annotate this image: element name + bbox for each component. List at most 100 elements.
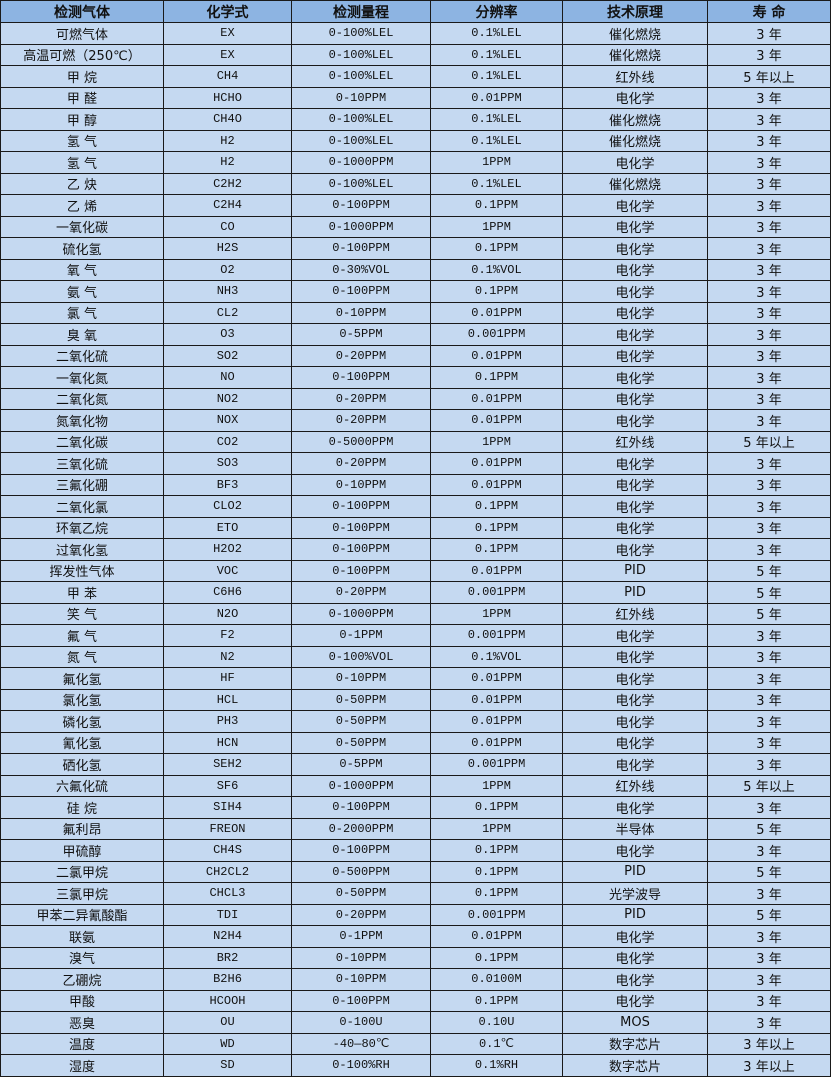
lifespan-cell: 3 年 <box>707 323 831 346</box>
principle-cell: 电化学 <box>562 258 708 281</box>
lifespan-cell: 3 年 <box>707 968 831 991</box>
lifespan-cell: 5 年 <box>707 559 831 582</box>
resolution-cell: 0.1PPM <box>430 946 563 969</box>
formula-cell: O3 <box>163 323 292 346</box>
range-cell: 0-1000PPM <box>291 774 431 797</box>
principle-cell: 电化学 <box>562 968 708 991</box>
table-row: 甲酸 HCOOH 0-100PPM 0.1PPM 电化学 3 年 <box>0 989 831 1012</box>
resolution-cell: 0.1PPM <box>430 366 563 389</box>
lifespan-cell: 3 年 <box>707 387 831 410</box>
range-cell: 0-50PPM <box>291 882 431 905</box>
range-cell: 0-5PPM <box>291 323 431 346</box>
gas-cell: 可燃气体 <box>0 22 164 45</box>
resolution-cell: 0.01PPM <box>430 710 563 733</box>
gas-cell: 甲 醇 <box>0 108 164 131</box>
resolution-cell: 0.1PPM <box>430 194 563 217</box>
range-cell: 0-10PPM <box>291 301 431 324</box>
gas-cell: 乙 烯 <box>0 194 164 217</box>
formula-cell: HCHO <box>163 86 292 109</box>
lifespan-cell: 3 年 <box>707 366 831 389</box>
range-cell: 0-1000PPM <box>291 602 431 625</box>
table-row: 乙硼烷 B2H6 0-10PPM 0.0100M 电化学 3 年 <box>0 968 831 991</box>
table-row: 氧 气 O2 0-30%VOL 0.1%VOL 电化学 3 年 <box>0 258 831 281</box>
lifespan-cell: 3 年 <box>707 473 831 496</box>
table-row: 二氧化氯 CLO2 0-100PPM 0.1PPM 电化学 3 年 <box>0 495 831 518</box>
lifespan-cell: 3 年 <box>707 215 831 238</box>
formula-cell: F2 <box>163 624 292 647</box>
principle-cell: PID <box>562 559 708 582</box>
resolution-cell: 0.1PPM <box>430 237 563 260</box>
lifespan-cell: 3 年 <box>707 839 831 862</box>
range-cell: 0-100PPM <box>291 538 431 561</box>
table-row: 可燃气体 EX 0-100%LEL 0.1%LEL 催化燃烧 3 年 <box>0 22 831 45</box>
principle-cell: PID <box>562 903 708 926</box>
range-cell: 0-20PPM <box>291 903 431 926</box>
lifespan-cell: 5 年 <box>707 903 831 926</box>
principle-cell: 电化学 <box>562 925 708 948</box>
range-cell: 0-10PPM <box>291 968 431 991</box>
resolution-cell: 0.1PPM <box>430 538 563 561</box>
principle-cell: 电化学 <box>562 731 708 754</box>
resolution-cell: 0.1℃ <box>430 1032 563 1055</box>
range-cell: 0-10PPM <box>291 946 431 969</box>
table-row: 笑 气 N2O 0-1000PPM 1PPM 红外线 5 年 <box>0 602 831 625</box>
principle-cell: 电化学 <box>562 452 708 475</box>
principle-cell: 红外线 <box>562 774 708 797</box>
formula-cell: HCL <box>163 688 292 711</box>
formula-cell: HCN <box>163 731 292 754</box>
formula-cell: H2 <box>163 129 292 152</box>
table-row: 氢 气 H2 0-100%LEL 0.1%LEL 催化燃烧 3 年 <box>0 129 831 152</box>
formula-cell: FREON <box>163 817 292 840</box>
formula-cell: VOC <box>163 559 292 582</box>
principle-cell: PID <box>562 581 708 604</box>
header-range: 检测量程 <box>291 0 431 23</box>
formula-cell: N2O <box>163 602 292 625</box>
resolution-cell: 0.01PPM <box>430 473 563 496</box>
formula-cell: C2H4 <box>163 194 292 217</box>
range-cell: 0-100%RH <box>291 1054 431 1077</box>
principle-cell: 电化学 <box>562 237 708 260</box>
resolution-cell: 0.1%LEL <box>430 129 563 152</box>
table-row: 湿度 SD 0-100%RH 0.1%RH 数字芯片 3 年以上 <box>0 1054 831 1077</box>
table-row: 氮氧化物 NOX 0-20PPM 0.01PPM 电化学 3 年 <box>0 409 831 432</box>
lifespan-cell: 3 年 <box>707 538 831 561</box>
resolution-cell: 1PPM <box>430 602 563 625</box>
range-cell: 0-20PPM <box>291 409 431 432</box>
formula-cell: CO <box>163 215 292 238</box>
principle-cell: 催化燃烧 <box>562 43 708 66</box>
lifespan-cell: 3 年 <box>707 925 831 948</box>
formula-cell: H2O2 <box>163 538 292 561</box>
table-row: 臭 氧 O3 0-5PPM 0.001PPM 电化学 3 年 <box>0 323 831 346</box>
gas-cell: 笑 气 <box>0 602 164 625</box>
range-cell: 0-5000PPM <box>291 430 431 453</box>
formula-cell: SEH2 <box>163 753 292 776</box>
gas-cell: 联氨 <box>0 925 164 948</box>
principle-cell: 光学波导 <box>562 882 708 905</box>
lifespan-cell: 3 年 <box>707 280 831 303</box>
table-body: 可燃气体 EX 0-100%LEL 0.1%LEL 催化燃烧 3 年高温可燃（250℃） E… <box>0 22 831 1077</box>
table-row: 甲 烷 CH4 0-100%LEL 0.1%LEL 红外线 5 年以上 <box>0 65 831 88</box>
lifespan-cell: 3 年 <box>707 301 831 324</box>
resolution-cell: 1PPM <box>430 774 563 797</box>
resolution-cell: 1PPM <box>430 215 563 238</box>
resolution-cell: 0.1PPM <box>430 516 563 539</box>
range-cell: 0-100%LEL <box>291 65 431 88</box>
range-cell: 0-100U <box>291 1011 431 1034</box>
table-row: 二氯甲烷 CH2CL2 0-500PPM 0.1PPM PID 5 年 <box>0 860 831 883</box>
gas-cell: 氰化氢 <box>0 731 164 754</box>
table-row: 硅 烷 SIH4 0-100PPM 0.1PPM 电化学 3 年 <box>0 796 831 819</box>
principle-cell: 电化学 <box>562 710 708 733</box>
table-row: 环氧乙烷 ETO 0-100PPM 0.1PPM 电化学 3 年 <box>0 516 831 539</box>
principle-cell: 电化学 <box>562 688 708 711</box>
table-row: 氟 气 F2 0-1PPM 0.001PPM 电化学 3 年 <box>0 624 831 647</box>
table-row: 氯化氢 HCL 0-50PPM 0.01PPM 电化学 3 年 <box>0 688 831 711</box>
formula-cell: B2H6 <box>163 968 292 991</box>
range-cell: 0-1PPM <box>291 925 431 948</box>
lifespan-cell: 3 年 <box>707 409 831 432</box>
lifespan-cell: 3 年 <box>707 688 831 711</box>
gas-cell: 硒化氢 <box>0 753 164 776</box>
range-cell: 0-100PPM <box>291 516 431 539</box>
table-row: 硒化氢 SEH2 0-5PPM 0.001PPM 电化学 3 年 <box>0 753 831 776</box>
lifespan-cell: 3 年 <box>707 129 831 152</box>
